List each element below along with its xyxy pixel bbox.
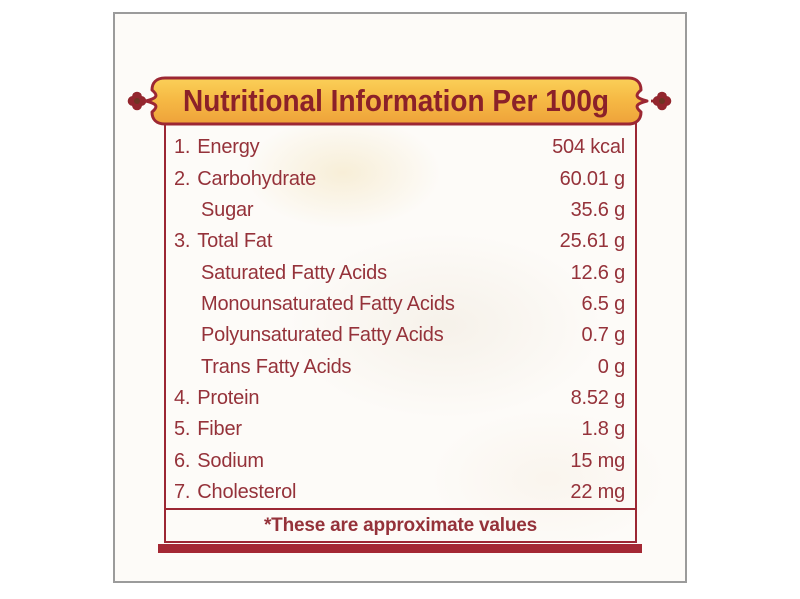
row-number: 3. [174,230,191,253]
accent-bar [158,544,642,553]
row-value: 8.52 g [570,386,626,409]
nutrition-label-card: 1. Energy 504 kcal 2. Carbohydrate 60.01 g… [113,12,687,583]
table-row: Monounsaturated Fatty Acids 6.5 g [166,289,635,320]
footnote-box: *These are approximate values [166,508,635,541]
row-label-wrap: 5. Fiber [174,418,242,441]
row-label-wrap: 6. Sodium [174,450,264,473]
row-label: Total Fat [197,230,273,253]
quatrefoil-ornament-right-icon [651,91,672,111]
table-row: 1. Energy 504 kcal [166,132,635,163]
table-row: 2. Carbohydrate 60.01 g [166,163,635,194]
row-value: 0.7 g [581,324,626,347]
row-label: Fiber [197,418,242,441]
row-value: 1.8 g [581,418,626,441]
table-row: 6. Sodium 15 mg [166,445,635,476]
footnote-text: *These are approximate values [263,515,537,537]
row-number: 7. [174,480,191,503]
banner-title: Nutritional Information Per 100g [183,83,609,118]
row-value: 6.5 g [581,292,626,315]
table-row: 5. Fiber 1.8 g [166,414,635,445]
row-label-wrap: 2. Carbohydrate [174,168,316,191]
row-value: 60.01 g [559,167,626,190]
nutrition-panel: 1. Energy 504 kcal 2. Carbohydrate 60.01 g… [164,100,637,543]
row-number: 6. [174,449,191,472]
row-number: 1. [174,136,191,159]
row-value: 504 kcal [552,136,625,159]
table-row: 7. Cholesterol 22 mg [166,477,635,508]
row-label-wrap: Polyunsaturated Fatty Acids [201,324,444,347]
title-banner: Nutritional Information Per 100g [127,76,672,126]
row-label: Cholesterol [197,480,297,503]
row-label: Polyunsaturated Fatty Acids [201,324,444,347]
row-value: 35.6 g [570,198,626,221]
row-label: Energy [197,136,260,159]
row-value: 25.61 g [559,230,626,253]
row-label-wrap: Monounsaturated Fatty Acids [201,293,455,316]
banner-ribbon [144,76,649,126]
table-row: Saturated Fatty Acids 12.6 g [166,257,635,288]
table-row: 4. Protein 8.52 g [166,383,635,414]
row-number: 5. [174,418,191,441]
row-label: Monounsaturated Fatty Acids [201,292,455,315]
row-label-wrap: Trans Fatty Acids [201,355,352,379]
row-label: Sodium [197,449,264,472]
row-label: Saturated Fatty Acids [201,261,387,284]
row-value: 12.6 g [570,261,626,284]
table-row: Trans Fatty Acids 0 g [166,351,635,382]
row-label: Protein [197,386,260,409]
row-label-wrap: Saturated Fatty Acids [201,262,387,285]
row-label-wrap: 7. Cholesterol [174,481,296,504]
row-label: Sugar [201,198,254,221]
row-value: 22 mg [570,480,625,503]
row-value: 0 g [597,355,625,378]
row-label: Carbohydrate [197,167,317,190]
row-number: 2. [174,167,191,190]
quatrefoil-ornament-left-icon [127,91,149,111]
table-row: Polyunsaturated Fatty Acids 0.7 g [166,320,635,351]
row-label-wrap: 1. Energy [174,136,260,159]
row-number: 4. [174,386,191,409]
row-label-wrap: 4. Protein [174,387,259,410]
row-label-wrap: Sugar [201,198,254,222]
row-label-wrap: 3. Total Fat [174,230,272,253]
row-value: 15 mg [570,449,625,472]
table-row: Sugar 35.6 g [166,195,635,226]
row-label: Trans Fatty Acids [201,355,352,378]
nutrition-rows: 1. Energy 504 kcal 2. Carbohydrate 60.01 g… [166,102,635,508]
table-row: 3. Total Fat 25.61 g [166,226,635,257]
